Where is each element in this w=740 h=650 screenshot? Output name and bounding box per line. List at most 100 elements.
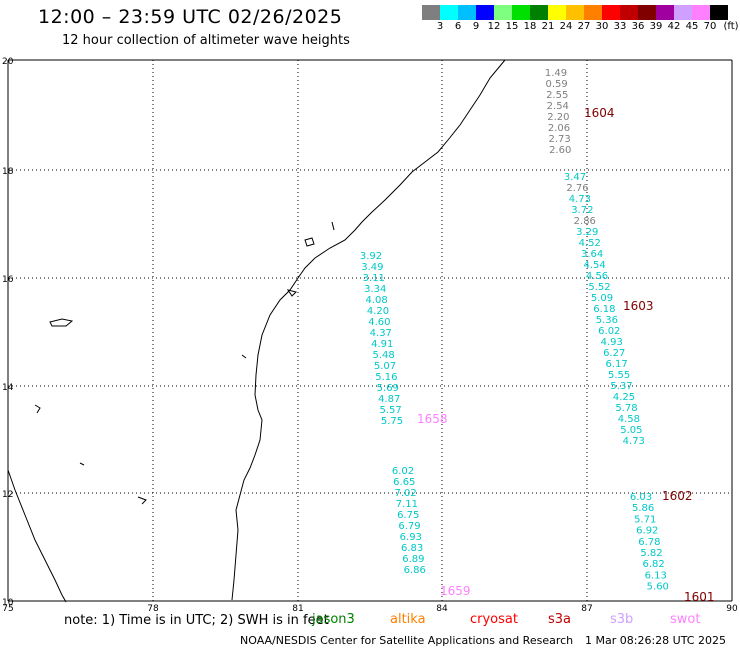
wave-height-value: 5.82	[640, 548, 662, 559]
wave-height-value: 2.06	[548, 123, 570, 134]
satellite-legend-s3a: s3a	[548, 612, 572, 627]
lat-label: 20	[2, 57, 14, 67]
color-swatch	[494, 5, 512, 20]
color-swatch	[710, 5, 728, 20]
wave-height-value: 7.11	[396, 499, 418, 510]
color-scale-label: 45	[685, 21, 699, 32]
track-id-label: 1604	[584, 106, 615, 120]
wave-height-value: 5.55	[608, 370, 630, 381]
wave-height-value: 4.54	[583, 260, 605, 271]
generated-timestamp: 1 Mar 08:26:28 UTC 2025	[585, 634, 726, 647]
wave-height-value: 3.11	[363, 273, 385, 284]
color-scale-label: 36	[631, 21, 645, 32]
lat-label: 16	[2, 275, 14, 285]
wave-height-value: 6.17	[606, 359, 628, 370]
color-swatch	[692, 5, 710, 20]
satellite-legend-swot: swot	[670, 612, 701, 627]
island-5	[137, 496, 147, 505]
wave-height-value: 7.02	[394, 488, 416, 499]
wave-height-value: 3.29	[576, 227, 598, 238]
map-subtitle: 12 hour collection of altimeter wave hei…	[62, 33, 350, 48]
wave-height-value: 4.52	[579, 238, 601, 249]
wave-height-value: 4.25	[613, 392, 635, 403]
wave-height-value: 5.37	[610, 381, 632, 392]
wave-height-value: 4.87	[378, 394, 400, 405]
wave-height-value: 2.73	[548, 134, 570, 145]
india-west-coast	[7, 469, 67, 603]
wave-height-value: 1.49	[545, 68, 567, 79]
map-title: 12:00 – 23:59 UTC 02/26/2025	[38, 6, 343, 28]
wave-height-value: 4.73	[623, 436, 645, 447]
lat-label: 10	[2, 598, 14, 608]
india-east-coast	[231, 59, 506, 601]
color-swatch	[530, 5, 548, 20]
island-2	[304, 237, 315, 247]
color-scale-label: 15	[505, 21, 519, 32]
footer-note: note: 1) Time is in UTC; 2) SWH is in fe…	[64, 613, 329, 628]
wave-height-value: 6.03	[630, 492, 652, 503]
lat-label: 14	[2, 383, 14, 393]
wave-height-value: 6.86	[404, 565, 426, 576]
satellite-legend-cryosat: cryosat	[470, 612, 518, 627]
wave-height-value: 2.55	[546, 90, 568, 101]
satellite-legend-s3b: s3b	[610, 612, 634, 627]
color-scale-label: 42	[667, 21, 681, 32]
wave-height-value: 5.86	[632, 503, 654, 514]
wave-height-value: 5.52	[588, 282, 610, 293]
track-id-label: 1659	[440, 584, 471, 598]
lon-label: 78	[147, 604, 159, 614]
satellite-legend-altika: altika	[390, 612, 426, 627]
wave-height-value: 6.75	[397, 510, 419, 521]
wave-height-value: 5.69	[377, 383, 399, 394]
wave-height-value: 6.92	[636, 526, 658, 537]
color-swatch	[440, 5, 458, 20]
color-scale-label: 70	[703, 21, 717, 32]
color-swatch	[422, 5, 440, 20]
color-scale-label: 18	[523, 21, 537, 32]
track-id-label: 1601	[684, 590, 715, 604]
island-6	[241, 354, 247, 359]
wave-height-value: 5.36	[596, 315, 618, 326]
wave-height-value: 6.65	[393, 477, 415, 488]
lon-label: 75	[2, 604, 13, 614]
wave-height-value: 5.78	[615, 403, 637, 414]
color-scale-bar	[422, 5, 728, 20]
wave-height-value: 6.27	[603, 348, 625, 359]
island-8	[79, 462, 85, 466]
wave-height-value: 5.71	[634, 514, 656, 525]
wave-height-value: 6.13	[645, 570, 667, 581]
track-id-label: 1602	[662, 489, 693, 503]
wave-height-value: 5.75	[381, 416, 403, 427]
wave-height-value: 4.93	[601, 337, 623, 348]
wave-height-value: 5.48	[372, 350, 394, 361]
wave-height-value: 0.59	[545, 79, 567, 90]
wave-height-value: 6.02	[598, 326, 620, 337]
wave-height-value: 4.58	[618, 414, 640, 425]
wave-height-value: 3.64	[581, 249, 603, 260]
wave-height-value: 2.54	[547, 101, 569, 112]
wave-height-value: 4.56	[586, 271, 608, 282]
color-swatch	[458, 5, 476, 20]
wave-height-value: 4.91	[371, 339, 393, 350]
wave-height-value: 4.20	[367, 306, 389, 317]
wave-height-value: 3.34	[364, 284, 386, 295]
color-swatch	[674, 5, 692, 20]
color-swatch	[656, 5, 674, 20]
island-1	[49, 318, 74, 327]
color-scale-label: (ft)	[723, 21, 739, 32]
wave-height-value: 2.60	[549, 145, 571, 156]
wave-height-value: 6.02	[392, 466, 414, 477]
color-swatch	[512, 5, 530, 20]
wave-height-value: 3.49	[361, 262, 383, 273]
wave-height-value: 5.60	[647, 582, 669, 593]
wave-height-value: 6.18	[593, 304, 615, 315]
track-id-label: 1658	[417, 412, 448, 426]
color-scale-label: 21	[541, 21, 555, 32]
lon-label: 90	[726, 604, 738, 614]
wave-height-value: 6.83	[401, 543, 423, 554]
lat-label: 12	[2, 490, 13, 500]
wave-height-value: 5.57	[379, 405, 401, 416]
wave-height-value: 5.07	[374, 361, 396, 372]
wave-height-value: 6.78	[638, 537, 660, 548]
